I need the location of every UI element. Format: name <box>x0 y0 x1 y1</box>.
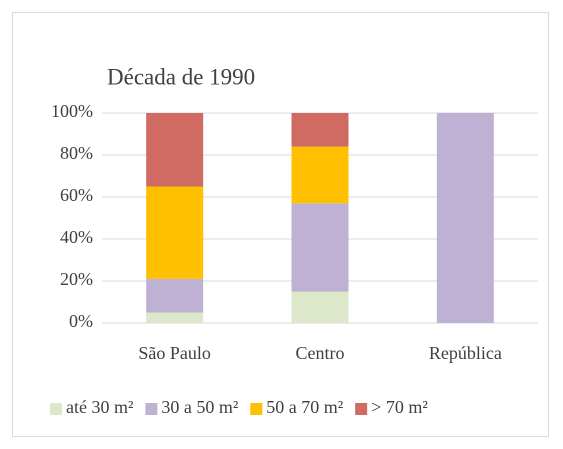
legend-label: 50 a 70 m² <box>266 397 343 417</box>
legend-label: até 30 m² <box>66 397 133 417</box>
y-tick-label: 100% <box>51 101 93 121</box>
bar-segment <box>146 312 204 323</box>
chart-title: Década de 1990 <box>107 64 255 89</box>
legend-swatch <box>250 403 263 415</box>
x-tick-label: São Paulo <box>138 343 211 363</box>
legend-label: 30 a 50 m² <box>161 397 238 417</box>
bar-segment <box>146 113 204 187</box>
bar-segment <box>291 203 349 292</box>
x-tick-label: República <box>429 343 502 363</box>
legend-swatch <box>355 403 368 415</box>
x-tick-label: Centro <box>296 343 345 363</box>
y-tick-label: 40% <box>60 227 93 247</box>
y-tick-label: 80% <box>60 143 93 163</box>
legend-swatch <box>50 403 62 415</box>
bar-segment <box>146 278 204 313</box>
y-tick-label: 20% <box>60 269 93 289</box>
y-tick-label: 0% <box>69 311 93 331</box>
bar-segment <box>291 146 349 204</box>
legend-swatch <box>145 403 158 415</box>
bar-segment <box>436 113 494 323</box>
y-tick-label: 60% <box>60 185 93 205</box>
legend-label: > 70 m² <box>371 397 428 417</box>
bar-segment <box>291 291 349 323</box>
bar-segment <box>146 186 204 279</box>
bar-segment <box>291 113 349 147</box>
